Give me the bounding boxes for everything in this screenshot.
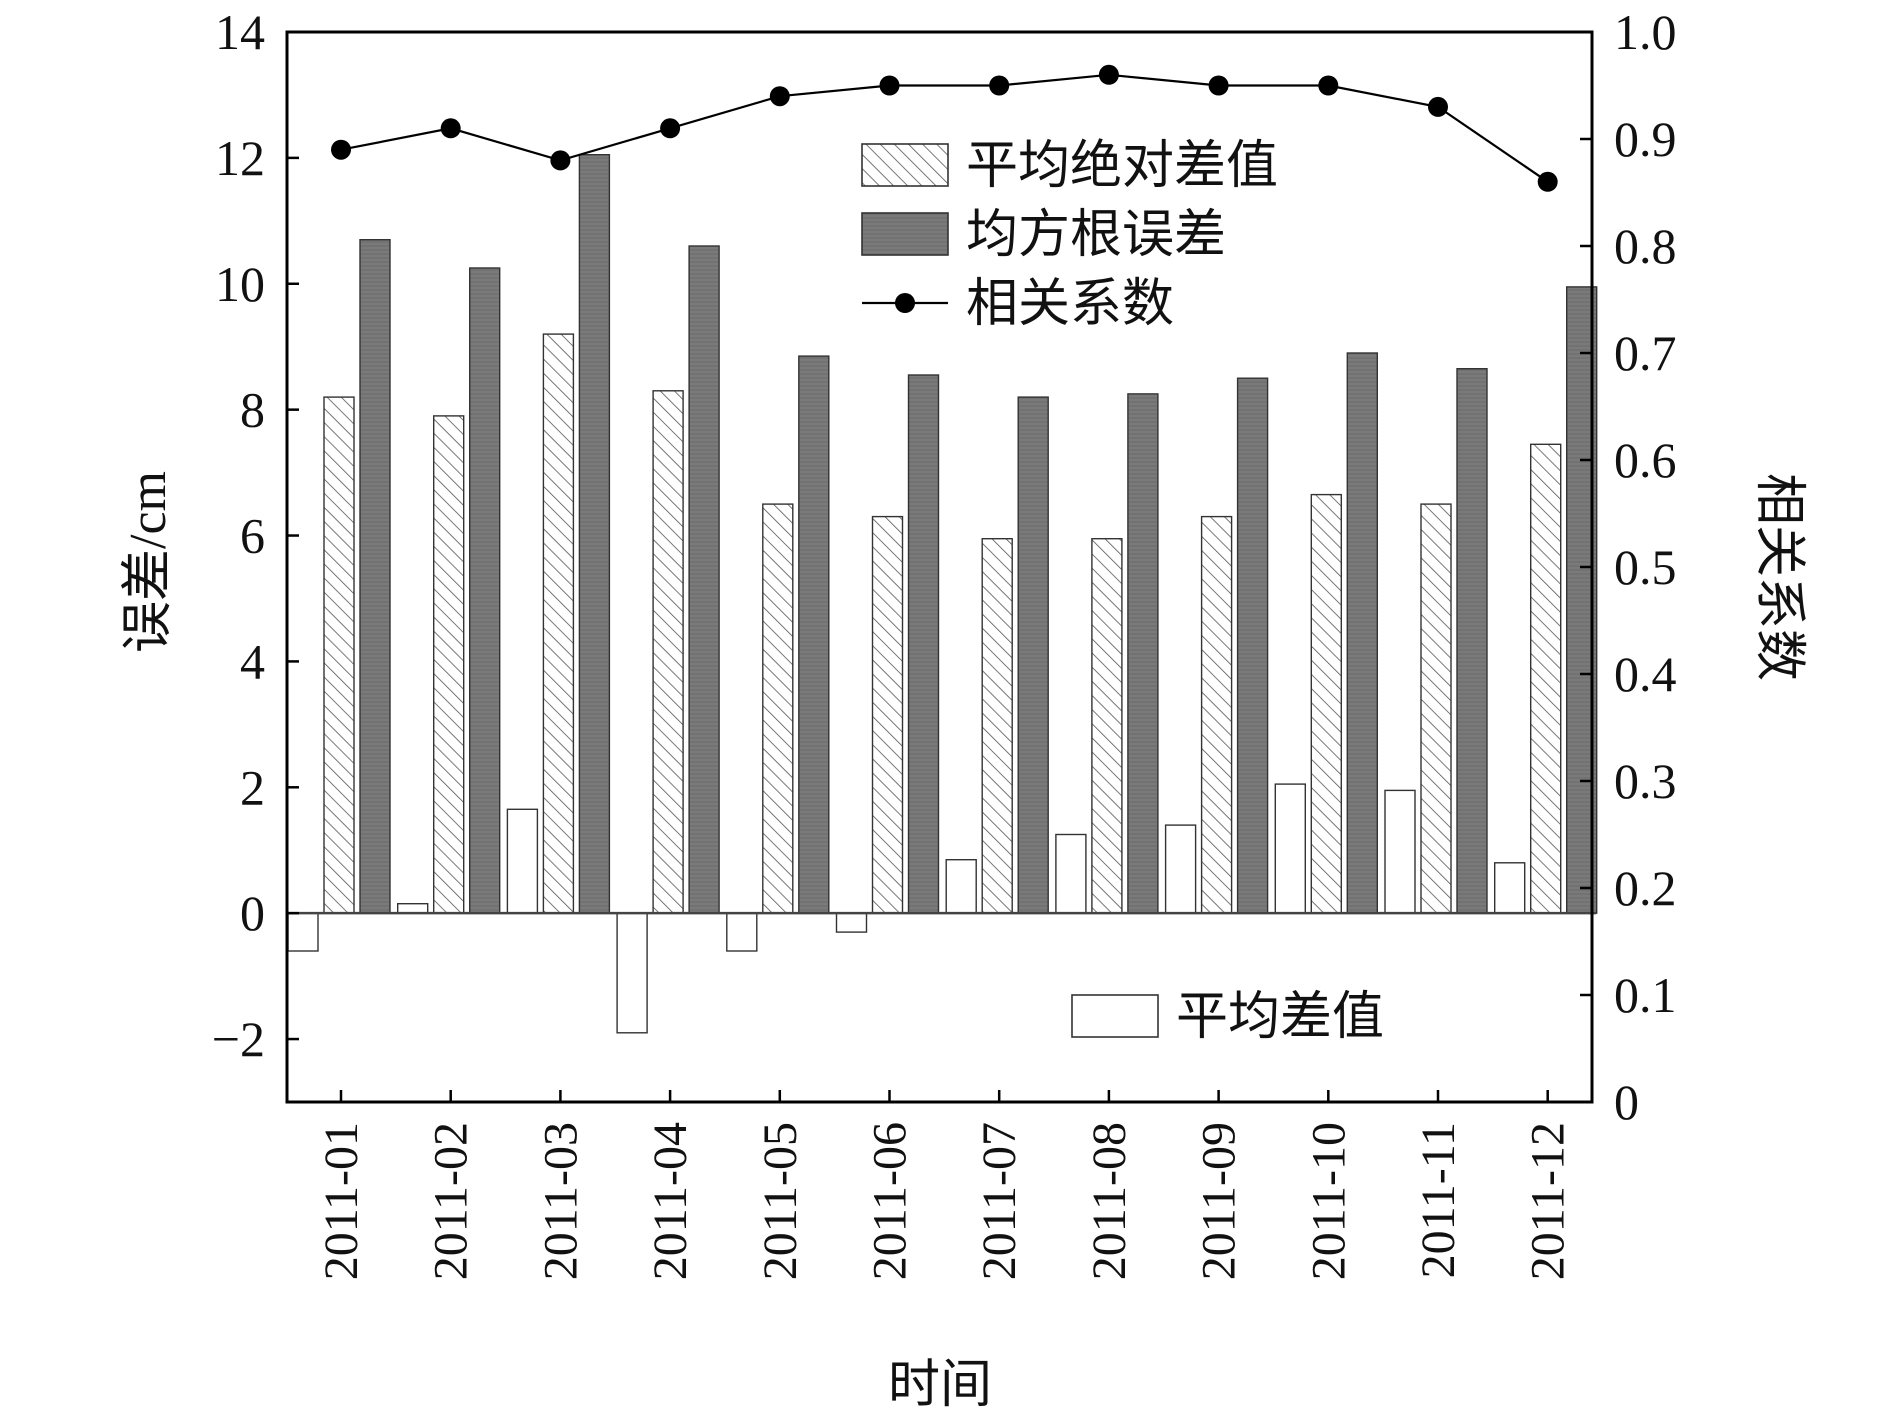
right-tick-label: 0.5: [1614, 539, 1677, 595]
correlation-point-2011-11: [1428, 96, 1448, 117]
bar-dark-2011-01: [359, 238, 391, 914]
legend-label: 平均差值: [1176, 989, 1384, 1046]
bar-dark-2011-11: [1456, 368, 1488, 914]
bar-open-2011-01: [287, 912, 319, 952]
bar-dark-2011-05: [798, 355, 830, 914]
bar-hatched-2011-09: [1200, 515, 1233, 914]
x-axis-label: 时间: [888, 1357, 992, 1413]
x-tick-label: 2011-07: [973, 1122, 1026, 1280]
correlation-point-2011-06: [879, 75, 900, 96]
left-y-axis-label: 误差/cm: [120, 471, 177, 653]
bar-hatched-2011-10: [1310, 493, 1343, 914]
x-tick-label: 2011-12: [1522, 1122, 1575, 1280]
correlation-point-2011-01: [331, 139, 351, 160]
legend-swatch-hatched: [861, 143, 949, 187]
legend-item-open: 平均差值: [1071, 989, 1384, 1046]
right-tick-label: 0.4: [1614, 646, 1677, 702]
bar-open-2011-02: [397, 903, 429, 914]
correlation-point-2011-12: [1537, 171, 1558, 192]
bar-hatched-2011-07: [981, 538, 1013, 914]
correlation-point-2011-08: [1098, 64, 1119, 85]
bar-open-2011-10: [1274, 783, 1307, 914]
left-tick-label: 4: [240, 633, 265, 689]
right-tick-label: 0: [1614, 1074, 1639, 1130]
bar-open-2011-12: [1493, 862, 1526, 914]
bar-dark-2011-09: [1236, 377, 1269, 914]
left-tick-label: 10: [215, 256, 265, 312]
bar-hatched-2011-02: [433, 415, 465, 914]
x-tick-label: 2011-05: [754, 1122, 807, 1280]
x-tick-label: 2011-04: [644, 1122, 697, 1280]
bar-hatched-2011-12: [1529, 443, 1562, 914]
bar-dark-2011-04: [688, 245, 720, 914]
legend-label: 相关系数: [966, 276, 1174, 333]
bar-hatched-2011-05: [762, 503, 794, 914]
correlation-point-2011-09: [1208, 75, 1229, 96]
bar-hatched-2011-04: [652, 390, 684, 914]
right-tick-label: 0.8: [1614, 218, 1677, 274]
legend-label: 均方根误差: [966, 207, 1226, 264]
right-tick-label: 0.2: [1614, 860, 1677, 916]
right-tick-label: 1.0: [1614, 4, 1677, 60]
right-tick-label: 0.7: [1614, 325, 1677, 381]
bar-open-2011-05: [726, 912, 758, 952]
bar-dark-2011-06: [907, 374, 940, 914]
correlation-point-2011-03: [550, 150, 571, 171]
x-tick-label: 2011-01: [315, 1122, 368, 1280]
x-tick-label: 2011-06: [864, 1122, 917, 1280]
bar-open-2011-11: [1384, 789, 1416, 914]
x-tick-label: 2011-09: [1193, 1122, 1246, 1280]
bar-dark-2011-08: [1127, 393, 1159, 914]
x-tick-label: 2011-08: [1083, 1122, 1136, 1280]
correlation-point-2011-07: [989, 75, 1010, 96]
legend-label: 平均绝对差值: [966, 138, 1278, 195]
legend-swatch-open: [1071, 994, 1159, 1038]
bar-open-2011-09: [1164, 824, 1197, 914]
bar-open-2011-04: [616, 912, 648, 1034]
legend-item-dark: 均方根误差: [861, 207, 1226, 264]
right-tick-label: 0.3: [1614, 753, 1677, 809]
x-tick-label: 2011-02: [425, 1122, 478, 1280]
bar-open-2011-08: [1055, 833, 1087, 914]
bar-open-2011-07: [945, 859, 977, 914]
correlation-point-2011-10: [1318, 75, 1339, 96]
correlation-point-2011-05: [769, 86, 790, 107]
bar-hatched-2011-08: [1091, 538, 1123, 914]
left-tick-label: 12: [215, 130, 265, 186]
right-tick-label: 0.9: [1614, 111, 1677, 167]
correlation-point-2011-02: [440, 118, 461, 139]
left-tick-label: 14: [215, 4, 265, 60]
bar-hatched-2011-11: [1420, 503, 1452, 914]
right-tick-label: 0.6: [1614, 432, 1677, 488]
legend-item-line-dot: 相关系数: [862, 276, 1174, 333]
legend-swatch-dark: [861, 212, 949, 256]
x-tick-label: 2011-11: [1412, 1122, 1465, 1278]
bar-dark-2011-07: [1017, 396, 1049, 914]
bar-dark-2011-10: [1346, 352, 1379, 914]
bar-open-2011-03: [506, 808, 539, 914]
right-y-axis-label: 相关系数: [1750, 473, 1807, 681]
bar-open-2011-06: [835, 912, 868, 933]
bar-hatched-2011-03: [542, 333, 575, 914]
right-tick-label: 0.1: [1614, 967, 1677, 1023]
legend-dot-swatch: [895, 293, 915, 313]
bar-hatched-2011-06: [871, 515, 904, 914]
correlation-point-2011-04: [660, 118, 681, 139]
left-tick-label: 0: [240, 885, 265, 941]
bar-dark-2011-03: [578, 153, 611, 914]
left-tick-label: −2: [212, 1011, 265, 1067]
legend-item-hatched: 平均绝对差值: [861, 138, 1278, 195]
left-tick-label: 6: [240, 508, 265, 564]
x-tick-label: 2011-10: [1302, 1122, 1355, 1280]
bar-dark-2011-02: [469, 267, 501, 914]
left-tick-label: 2: [240, 759, 265, 815]
left-tick-label: 8: [240, 382, 265, 438]
bar-hatched-2011-01: [323, 396, 355, 914]
correlation-line: [340, 73, 1549, 183]
x-tick-label: 2011-03: [534, 1122, 587, 1280]
